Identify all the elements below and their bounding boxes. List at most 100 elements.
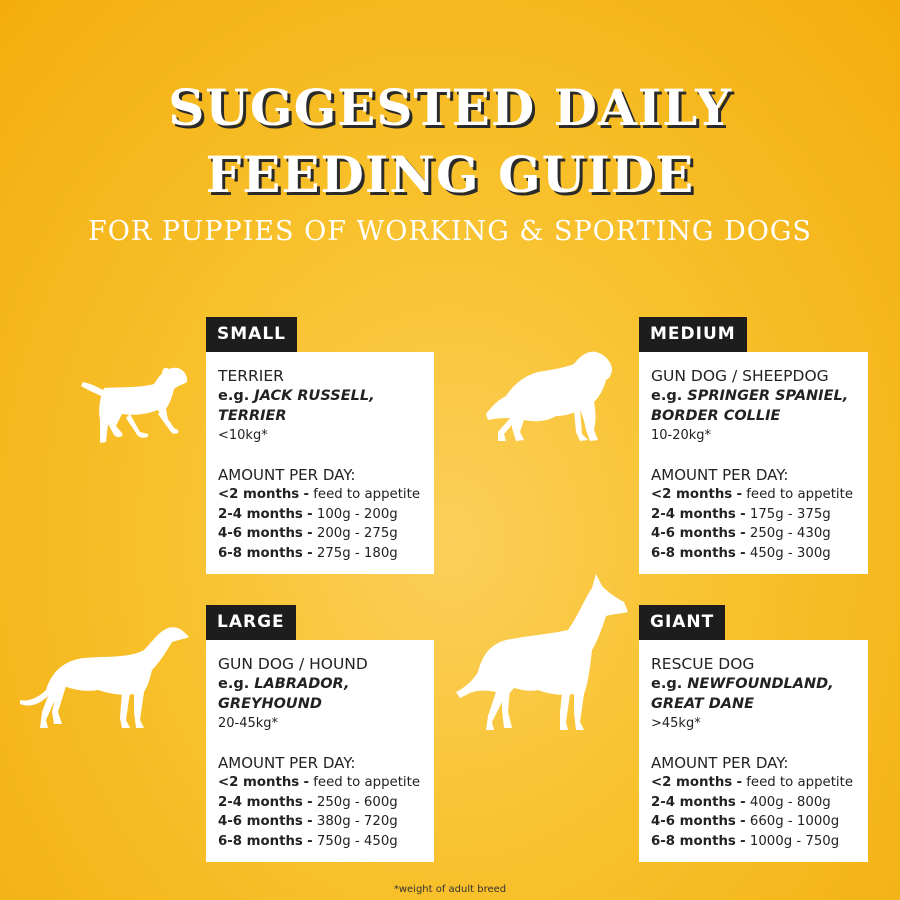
daily-amount: 380g - 720g — [316, 814, 398, 829]
feeding-row: 6-8 months - 1000g - 750g — [651, 832, 856, 852]
card-large: GUN DOG / HOUND e.g. LABRADOR, GREYHOUND… — [206, 640, 434, 862]
feeding-row: 2-4 months - 400g - 800g — [651, 793, 856, 813]
age-range: 4-6 months — [218, 526, 303, 541]
dash: - — [307, 506, 313, 522]
size-tag-small: SMALL — [206, 317, 297, 352]
example-breed-2: GREAT DANE — [651, 696, 755, 712]
daily-amount: feed to appetite — [313, 487, 421, 502]
amount-heading: AMOUNT PER DAY: — [651, 466, 789, 484]
card-giant: RESCUE DOG e.g. NEWFOUNDLAND, GREAT DANE… — [639, 640, 868, 862]
daily-amount: 200g - 275g — [316, 526, 398, 541]
feeding-row: <2 months - feed to appetite — [651, 773, 856, 793]
dash: - — [736, 775, 742, 790]
dash: - — [740, 526, 746, 541]
adult-weight: >45kg* — [651, 716, 701, 731]
great-dane-silhouette-icon — [456, 574, 628, 730]
collie-silhouette-icon — [486, 351, 612, 441]
feeding-row: 4-6 months - 250g - 430g — [651, 524, 856, 544]
daily-amount: 250g - 430g — [749, 526, 831, 541]
dog-type: RESCUE DOG — [651, 655, 755, 673]
example-breeds: e.g. NEWFOUNDLAND, GREAT DANE — [651, 674, 856, 714]
age-range: 6-8 months — [218, 545, 303, 561]
dash: - — [307, 833, 313, 849]
feeding-row: <2 months - feed to appetite — [651, 485, 856, 505]
age-range: <2 months — [651, 487, 733, 502]
daily-amount: 400g - 800g — [749, 794, 831, 810]
example-breed-1: LABRADOR, — [254, 676, 350, 692]
title-line-1: SUGGESTED DAILY — [168, 78, 732, 137]
age-range: 4-6 months — [651, 814, 736, 829]
feeding-row: <2 months - feed to appetite — [218, 773, 422, 793]
example-breeds: e.g. SPRINGER SPANIEL, BORDER COLLIE — [651, 386, 856, 426]
feeding-row: 6-8 months - 275g - 180g — [218, 544, 422, 564]
age-range: 4-6 months — [218, 814, 303, 829]
age-range: 6-8 months — [651, 833, 736, 849]
age-range: <2 months — [218, 487, 300, 502]
daily-amount: 660g - 1000g — [749, 814, 840, 829]
card-small: TERRIER e.g. JACK RUSSELL, TERRIER <10kg… — [206, 352, 434, 574]
age-range: <2 months — [651, 775, 733, 790]
size-tag-giant: GIANT — [639, 605, 726, 640]
size-tag-large: LARGE — [206, 605, 296, 640]
daily-amount: 450g - 300g — [749, 545, 831, 561]
dash: - — [307, 794, 313, 810]
feeding-row: <2 months - feed to appetite — [218, 485, 422, 505]
subtitle: FOR PUPPIES OF WORKING & SPORTING DOGS — [88, 216, 812, 247]
example-prefix: e.g. — [651, 676, 683, 692]
feeding-row: 4-6 months - 660g - 1000g — [651, 812, 856, 832]
feeding-row: 2-4 months - 250g - 600g — [218, 793, 422, 813]
daily-amount: feed to appetite — [313, 775, 421, 790]
example-breed-1: SPRINGER SPANIEL, — [687, 388, 849, 404]
dash: - — [307, 814, 313, 829]
daily-amount: 750g - 450g — [316, 833, 398, 849]
example-breed-2: GREYHOUND — [218, 696, 322, 712]
feeding-row: 2-4 months - 100g - 200g — [218, 505, 422, 525]
feeding-row: 2-4 months - 175g - 375g — [651, 505, 856, 525]
daily-amount: 1000g - 750g — [749, 833, 840, 849]
adult-weight: 10-20kg* — [651, 428, 712, 443]
example-breed-2: BORDER COLLIE — [651, 408, 781, 424]
dash: - — [736, 487, 742, 502]
adult-weight: 20-45kg* — [218, 716, 279, 731]
dog-type: TERRIER — [218, 367, 284, 385]
greyhound-silhouette-icon — [20, 627, 189, 728]
terrier-puppy-silhouette-icon — [81, 367, 188, 443]
card-medium: GUN DOG / SHEEPDOG e.g. SPRINGER SPANIEL… — [639, 352, 868, 574]
dash: - — [303, 487, 309, 502]
dash: - — [740, 545, 746, 561]
age-range: <2 months — [218, 775, 300, 790]
age-range: 6-8 months — [651, 545, 736, 561]
example-breed-2: TERRIER — [218, 408, 287, 424]
daily-amount: feed to appetite — [746, 775, 854, 790]
daily-amount: feed to appetite — [746, 487, 854, 502]
age-range: 6-8 months — [218, 833, 303, 849]
age-range: 2-4 months — [651, 794, 736, 810]
feeding-row: 6-8 months - 450g - 300g — [651, 544, 856, 564]
feeding-row: 4-6 months - 200g - 275g — [218, 524, 422, 544]
age-range: 2-4 months — [218, 506, 303, 522]
amount-heading: AMOUNT PER DAY: — [218, 466, 356, 484]
age-range: 2-4 months — [651, 506, 736, 522]
daily-amount: 100g - 200g — [316, 506, 398, 522]
dash: - — [307, 526, 313, 541]
example-prefix: e.g. — [218, 676, 250, 692]
dash: - — [740, 506, 746, 522]
dash: - — [307, 545, 313, 561]
age-range: 4-6 months — [651, 526, 736, 541]
feeding-row: 4-6 months - 380g - 720g — [218, 812, 422, 832]
example-prefix: e.g. — [651, 388, 683, 404]
daily-amount: 275g - 180g — [316, 545, 398, 561]
dash: - — [303, 775, 309, 790]
dash: - — [740, 814, 746, 829]
dog-type: GUN DOG / SHEEPDOG — [651, 367, 829, 385]
dash: - — [740, 833, 746, 849]
example-breeds: e.g. JACK RUSSELL, TERRIER — [218, 386, 422, 426]
example-breed-1: NEWFOUNDLAND, — [687, 676, 834, 692]
example-breed-1: JACK RUSSELL, — [254, 388, 375, 404]
dash: - — [740, 794, 746, 810]
adult-weight: <10kg* — [218, 428, 268, 443]
footnote: *weight of adult breed — [393, 884, 507, 895]
title-line-2: FEEDING GUIDE — [205, 145, 695, 204]
amount-heading: AMOUNT PER DAY: — [651, 754, 789, 772]
daily-amount: 250g - 600g — [316, 794, 398, 810]
